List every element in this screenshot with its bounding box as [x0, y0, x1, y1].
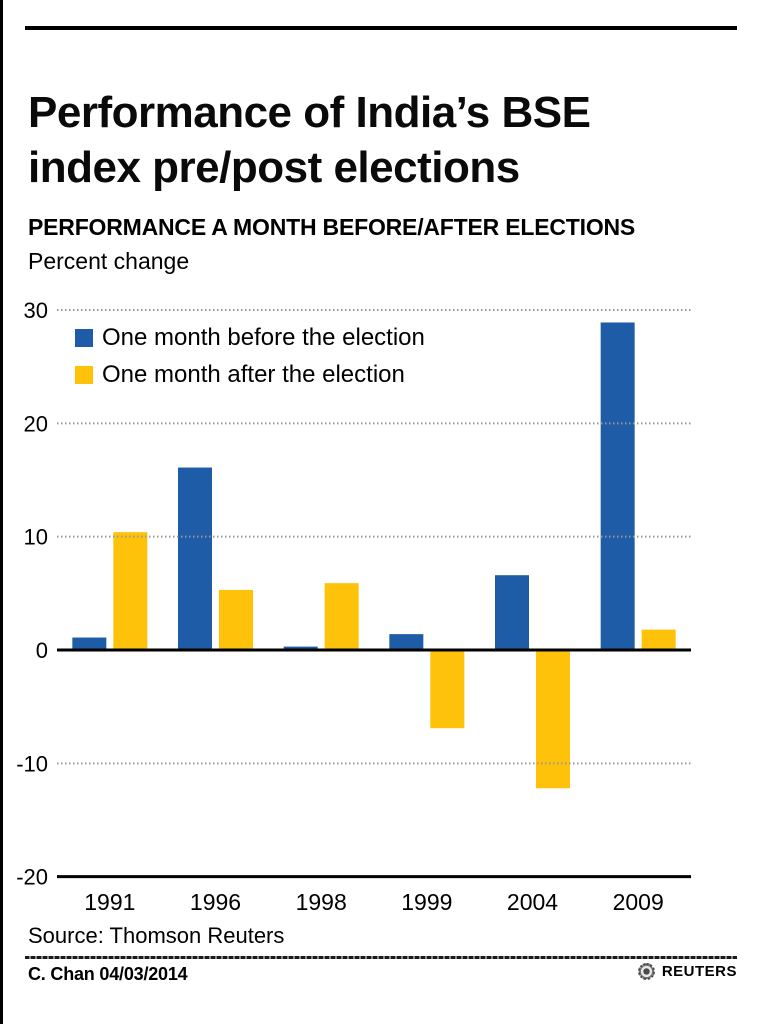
- left-edge-strip: [0, 0, 3, 1024]
- x-label-1998: 1998: [296, 889, 347, 915]
- legend-swatch-before-icon: [75, 328, 93, 347]
- y-tick-label-20: 20: [24, 411, 48, 436]
- bar-1996-before: [178, 467, 212, 650]
- x-label-1991: 1991: [84, 889, 135, 915]
- top-rule: [25, 26, 737, 30]
- chart-kicker: PERFORMANCE A MONTH BEFORE/AFTER ELECTIO…: [28, 214, 636, 240]
- legend-label-before: One month before the election: [102, 324, 425, 351]
- source-line: Source: Thomson Reuters: [28, 923, 285, 948]
- bar-2004-before: [495, 575, 529, 650]
- legend-swatch-after-icon: [75, 365, 93, 384]
- legend-item-before: One month before the election: [75, 325, 425, 350]
- bar-2009-before: [600, 322, 635, 650]
- bar-chart: 30 20 10 0 -10 -20 1991 1996 1998 1999 2004 2009: [0, 270, 759, 930]
- bar-2009-after: [641, 629, 676, 650]
- chart-legend: One month before the election One month …: [75, 325, 425, 399]
- x-label-2004: 2004: [507, 889, 558, 915]
- legend-item-after: One month after the election: [75, 362, 425, 387]
- x-label-1999: 1999: [401, 889, 452, 915]
- bar-1999-before: [389, 634, 424, 650]
- page-title-line2: index pre/post elections: [28, 143, 520, 193]
- bar-1998-before: [283, 646, 318, 650]
- credit-line: C. Chan 04/03/2014: [28, 964, 188, 984]
- footer-divider: [25, 956, 737, 959]
- bar-1998-after: [324, 583, 359, 650]
- unit-label: Percent change: [28, 248, 190, 274]
- page-title: Performance of India’s BSE index pre/pos…: [28, 85, 708, 195]
- bar-1996-after: [219, 589, 253, 650]
- x-label-2009: 2009: [613, 889, 664, 915]
- reuters-logo: REUTERS: [637, 963, 737, 980]
- page-title-line1: Performance of India’s BSE: [28, 88, 591, 138]
- y-tick-label-30: 30: [24, 298, 48, 323]
- bar-1991-after: [113, 532, 148, 650]
- bar-1999-after: [430, 650, 465, 729]
- x-label-1996: 1996: [190, 889, 241, 915]
- bar-2004-after: [536, 650, 570, 789]
- y-tick-label--20: -20: [16, 865, 48, 890]
- y-tick-label-0: 0: [36, 638, 48, 663]
- y-tick-label-10: 10: [24, 525, 48, 550]
- reuters-logo-text: REUTERS: [661, 963, 737, 980]
- y-tick-label--10: -10: [16, 751, 48, 776]
- bar-1991-before: [72, 637, 107, 650]
- bar-chart-canvas: 30 20 10 0 -10 -20 1991 1996 1998 1999 2004 2009: [16, 298, 691, 915]
- reuters-globe-icon: [637, 963, 655, 980]
- legend-label-after: One month after the election: [102, 361, 405, 388]
